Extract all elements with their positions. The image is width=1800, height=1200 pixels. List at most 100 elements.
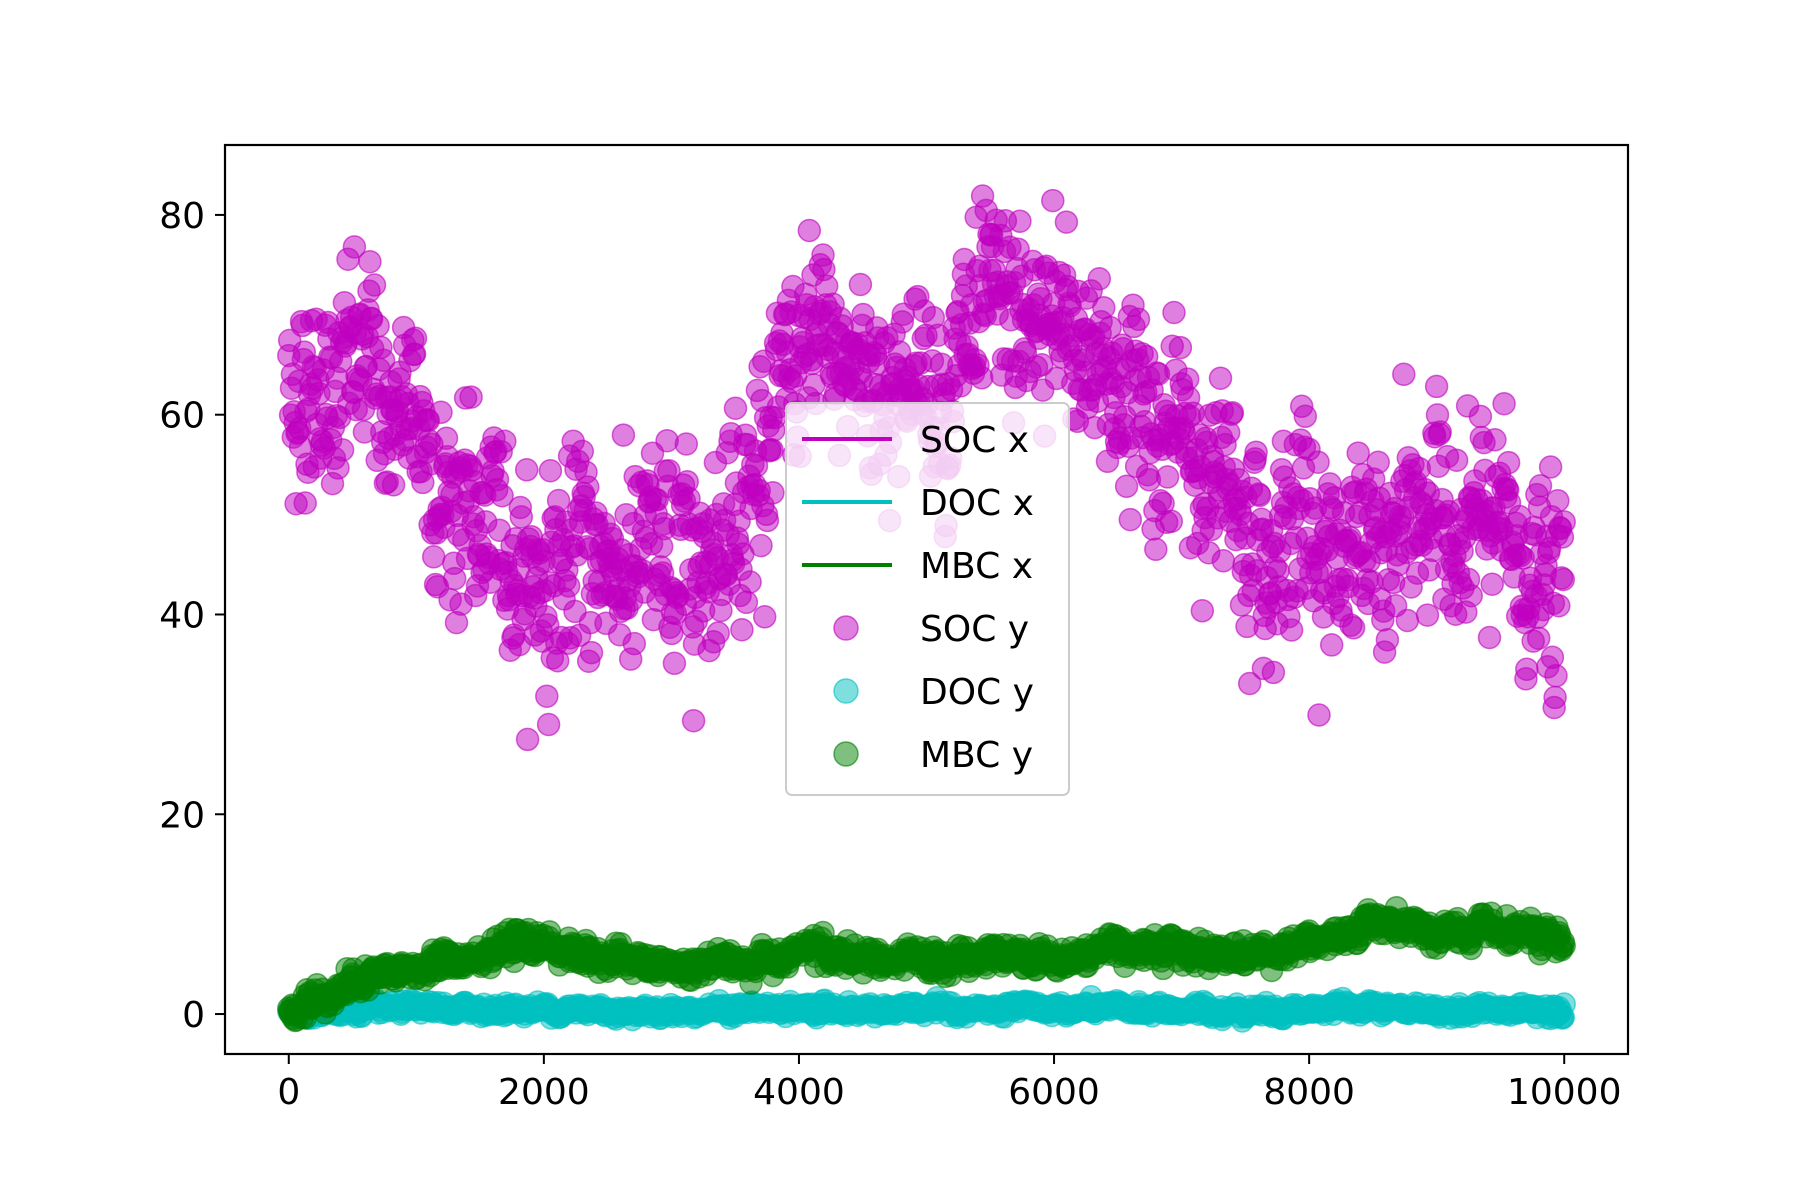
data-point <box>1261 660 1286 685</box>
data-point <box>538 458 563 483</box>
data-point <box>1159 509 1184 534</box>
data-point <box>1483 428 1507 452</box>
data-point <box>969 366 994 390</box>
legend-marker-swatch <box>833 741 859 767</box>
data-point <box>1552 933 1576 958</box>
data-point <box>381 473 406 497</box>
data-point <box>362 273 387 297</box>
data-point <box>1552 510 1576 534</box>
data-point <box>1415 603 1440 627</box>
data-point <box>755 508 780 533</box>
data-point <box>1247 483 1272 508</box>
data-point <box>514 458 539 482</box>
data-point <box>545 648 570 673</box>
y-tick-label: 40 <box>159 595 205 636</box>
data-point <box>1444 448 1469 472</box>
data-point <box>1155 465 1180 489</box>
data-point <box>797 218 822 243</box>
data-point <box>761 481 785 505</box>
series-soc-y <box>277 184 1576 752</box>
data-point <box>1496 450 1521 475</box>
legend-label: SOC x <box>920 420 1029 461</box>
data-point <box>1544 664 1568 688</box>
data-point <box>1468 404 1493 429</box>
data-point <box>371 348 396 373</box>
data-point <box>734 590 759 615</box>
data-point <box>515 727 540 752</box>
data-point <box>1054 210 1079 234</box>
data-point <box>1366 450 1390 475</box>
data-point <box>1428 420 1452 444</box>
data-point <box>659 621 684 646</box>
data-point <box>662 651 687 676</box>
data-point <box>1538 455 1563 479</box>
x-tick-label: 10000 <box>1507 1072 1622 1113</box>
legend-label: SOC y <box>920 609 1029 650</box>
x-tick-label: 6000 <box>1008 1072 1100 1113</box>
data-point <box>576 475 600 499</box>
data-point <box>1279 618 1304 642</box>
data-point <box>1211 549 1236 573</box>
data-point <box>1118 507 1143 532</box>
data-point <box>579 640 604 665</box>
data-point <box>730 617 754 642</box>
data-point <box>1346 441 1370 465</box>
data-point <box>1552 992 1576 1016</box>
data-point <box>1392 362 1416 387</box>
data-point <box>1424 374 1449 399</box>
data-point <box>556 574 581 598</box>
data-point <box>536 712 561 737</box>
data-point <box>1546 488 1570 513</box>
legend: SOC x DOC x MBC x SOC y DOC y MBC y <box>785 402 1070 796</box>
data-point <box>1144 537 1168 562</box>
data-point <box>681 708 706 733</box>
x-tick-label: 2000 <box>498 1072 590 1113</box>
data-point <box>738 570 762 594</box>
y-tick-label: 60 <box>159 396 205 437</box>
y-tick-label: 20 <box>159 795 205 836</box>
scatter-layer <box>277 184 1576 1033</box>
legend-label: MBC y <box>920 735 1033 776</box>
data-point <box>1220 400 1245 425</box>
data-point <box>848 272 873 297</box>
data-point <box>706 621 730 645</box>
data-point <box>1098 315 1122 340</box>
data-point <box>1008 209 1032 233</box>
data-point <box>1375 627 1400 652</box>
data-point <box>1480 572 1504 596</box>
data-point <box>1341 616 1366 640</box>
data-point <box>1551 567 1576 592</box>
data-point <box>1190 599 1215 623</box>
data-point <box>490 483 514 508</box>
legend-marker-swatch <box>833 615 859 641</box>
data-point <box>1319 633 1344 657</box>
data-point <box>459 385 483 409</box>
data-point <box>1244 440 1268 464</box>
data-point <box>570 439 595 464</box>
legend-label: DOC x <box>920 483 1034 524</box>
data-point <box>1126 307 1151 332</box>
data-point <box>1041 188 1065 213</box>
data-point <box>655 428 679 453</box>
data-point <box>611 423 636 447</box>
data-point <box>622 631 647 656</box>
data-point <box>546 488 571 513</box>
data-point <box>429 400 453 425</box>
data-point <box>1515 657 1539 681</box>
data-point <box>293 491 317 515</box>
data-point <box>1087 267 1112 291</box>
data-point <box>1395 608 1420 633</box>
data-point <box>358 249 382 274</box>
legend-marker-swatch <box>833 678 859 704</box>
data-point <box>1306 450 1330 474</box>
x-tick-label: 0 <box>277 1072 300 1113</box>
data-point <box>1162 300 1186 325</box>
data-point <box>366 314 390 338</box>
data-point <box>657 458 681 483</box>
data-point <box>1307 703 1331 727</box>
data-point <box>1293 404 1318 429</box>
data-point <box>1526 626 1551 650</box>
legend-label: MBC x <box>920 546 1033 587</box>
data-point <box>749 533 773 558</box>
